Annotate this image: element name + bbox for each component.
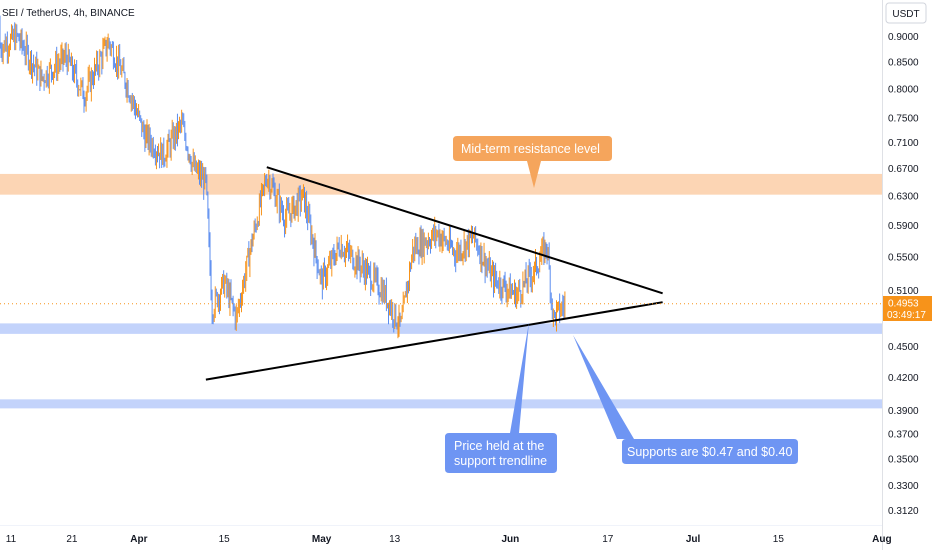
current-price-tag: 0.4953 03:49:17 [883,296,932,321]
time-tick-label: 13 [389,534,401,545]
currency-badge[interactable]: USDT [885,2,927,24]
current-price-tag-box [883,296,932,321]
trendline-support-callout-box [445,322,557,473]
price-tick-label: 0.7500 [888,114,919,125]
time-tick-label: 15 [219,534,231,545]
symbol-title: SEI / TetherUS, 4h, BINANCE [2,8,135,19]
price-tick-label: 0.9000 [888,32,919,43]
supports-callout: Supports are $0.47 and $0.40 [573,335,798,464]
time-tick-label: May [312,534,332,545]
time-tick-label: Jul [686,534,701,545]
price-tick-label: 0.5100 [888,286,919,297]
currency-badge-box [885,2,927,24]
price-tick-label: 0.5500 [888,252,919,263]
resistance-callout-box [453,136,612,188]
trendline-support-text-line2: support trendline [454,454,547,468]
price-tick-label: 0.7100 [888,138,919,149]
time-tick-label: Jun [501,534,519,545]
support-zone-2 [0,399,882,409]
ascending-trendline[interactable] [205,301,663,381]
price-tick-label: 0.6300 [888,192,919,203]
current-price-value: 0.4953 [888,299,919,310]
descending-trendline[interactable] [266,166,663,295]
resistance-zone [0,173,882,195]
resistance-callout: Mid-term resistance level [453,136,612,188]
supports-callout-box [573,335,798,464]
time-tick-label: 11 [6,534,17,545]
currency-label: USDT [892,9,919,20]
trendline-support-text-line1: Price held at the [454,439,544,453]
price-tick-label: 0.3700 [888,430,919,441]
time-tick-label: 21 [66,534,78,545]
trendlines-layer [205,166,663,381]
time-tick-label: 15 [773,534,785,545]
price-tick-label: 0.3500 [888,455,919,466]
price-ticks: 0.9000 0.8500 0.8000 0.7500 0.7100 0.6700 0.63… [888,32,919,517]
price-tick-label: 0.3900 [888,406,919,417]
price-tick-label: 0.5900 [888,221,919,232]
support-zone-1 [0,323,882,334]
trendline-support-callout: Price held at the support trendline [445,322,557,473]
candles-layer [0,15,566,339]
time-tick-label: Apr [130,534,147,545]
annotations-layer: Mid-term resistance level Price held at … [445,136,798,473]
price-axis[interactable]: USDT 0.9000 0.8500 0.8000 0.7500 0.7100 0.670… [882,0,932,550]
price-tick-label: 0.3300 [888,481,919,492]
price-tick-label: 0.8500 [888,58,919,69]
price-tick-label: 0.6700 [888,164,919,175]
time-tick-label: 17 [602,534,614,545]
price-tick-label: 0.3120 [888,506,919,517]
time-axis[interactable]: 11 21 Apr 15 May 13 Jun 17 Jul 15 Aug [0,525,892,546]
zones-layer [0,173,882,409]
price-tick-label: 0.4500 [888,342,919,353]
candle-countdown: 03:49:17 [887,310,926,321]
price-tick-label: 0.4200 [888,373,919,384]
time-ticks: 11 21 Apr 15 May 13 Jun 17 Jul 15 Aug [6,534,892,545]
price-tick-label: 0.8000 [888,85,919,96]
supports-callout-text: Supports are $0.47 and $0.40 [627,445,792,459]
resistance-callout-text: Mid-term resistance level [461,142,600,156]
time-tick-label: Aug [872,534,891,545]
